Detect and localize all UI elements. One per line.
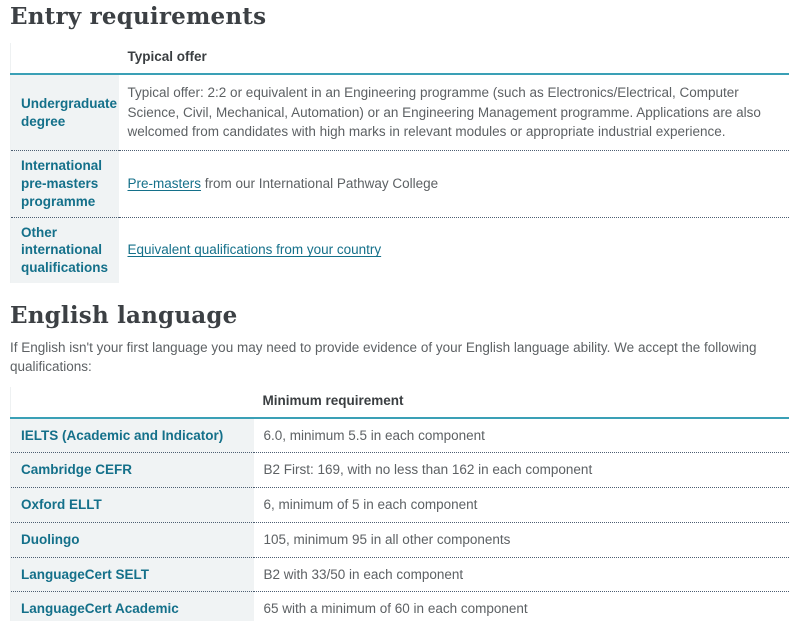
- english-table-row: LanguageCert Academic 65 with a minimum o…: [10, 591, 789, 621]
- entry-table-corner-cell: [10, 43, 119, 75]
- english-row-header: Cambridge CEFR: [10, 452, 254, 488]
- english-table-row: LanguageCert SELT B2 with 33/50 in each c…: [10, 557, 789, 592]
- entry-row-link[interactable]: Equivalent qualifications from your coun…: [127, 242, 382, 258]
- entry-requirements-heading: Entry requirements: [10, 3, 267, 30]
- entry-row-text: from our International Pathway College: [201, 175, 439, 191]
- english-table-corner-cell: [10, 386, 254, 419]
- entry-table-header-row: Typical offer: [10, 43, 789, 75]
- entry-row-header: International pre-masters programme: [10, 150, 119, 218]
- english-table-row: Cambridge CEFR B2 First: 169, with no les…: [10, 452, 789, 488]
- english-language-table: Minimum requirement IELTS (Academic and …: [10, 386, 789, 621]
- english-table-row: Duolingo 105, minimum 95 in all other com…: [10, 522, 789, 558]
- entry-table-row: International pre-masters programme Pre-m…: [10, 150, 789, 218]
- entry-table-column-header: Typical offer: [118, 43, 789, 75]
- entry-requirements-table: Typical offer Undergraduate degree Typica…: [10, 43, 789, 283]
- english-table-header-row: Minimum requirement: [10, 386, 789, 419]
- entry-row-value: Equivalent qualifications from your coun…: [119, 217, 789, 283]
- english-row-header: LanguageCert SELT: [10, 557, 254, 592]
- entry-row-text: Typical offer: 2:2 or equivalent in an E…: [127, 85, 761, 140]
- english-language-heading: English language: [10, 301, 238, 329]
- entry-row-link[interactable]: Pre-masters: [127, 175, 202, 191]
- english-row-header: LanguageCert Academic: [10, 591, 254, 621]
- english-row-value: 65 with a minimum of 60 in each componen…: [263, 601, 528, 617]
- entry-row-value: Pre-masters from our International Pathw…: [119, 151, 789, 217]
- english-table-row: Oxford ELLT 6, minimum of 5 in each compo…: [10, 487, 789, 523]
- entry-row-header: Other international qualifications: [10, 217, 119, 283]
- entry-row-value: Typical offer: 2:2 or equivalent in an E…: [119, 74, 789, 151]
- english-row-value: B2 First: 169, with no less than 162 in …: [263, 462, 593, 478]
- english-row-value: 6.0, minimum 5.5 in each component: [263, 427, 485, 443]
- entry-table-row: Other international qualifications Equiva…: [10, 217, 789, 283]
- english-table-column-header: Minimum requirement: [253, 386, 789, 419]
- entry-table-row: Undergraduate degree Typical offer: 2:2 o…: [10, 74, 789, 151]
- english-language-intro: If English isn't your first language you…: [10, 339, 757, 374]
- english-row-value: 105, minimum 95 in all other components: [263, 531, 511, 547]
- english-row-value: B2 with 33/50 in each component: [263, 566, 464, 582]
- english-row-header: Duolingo: [10, 522, 254, 558]
- english-row-header: IELTS (Academic and Indicator): [10, 417, 254, 453]
- english-table-row: IELTS (Academic and Indicator) 6.0, minim…: [10, 417, 789, 453]
- entry-row-header: Undergraduate degree: [10, 74, 119, 151]
- english-row-header: Oxford ELLT: [10, 487, 254, 523]
- english-row-value: 6, minimum of 5 in each component: [263, 497, 478, 513]
